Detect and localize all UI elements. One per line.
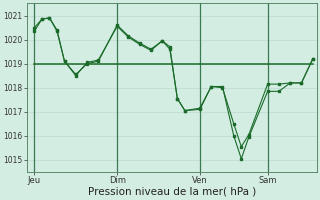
X-axis label: Pression niveau de la mer( hPa ): Pression niveau de la mer( hPa ) <box>88 187 256 197</box>
